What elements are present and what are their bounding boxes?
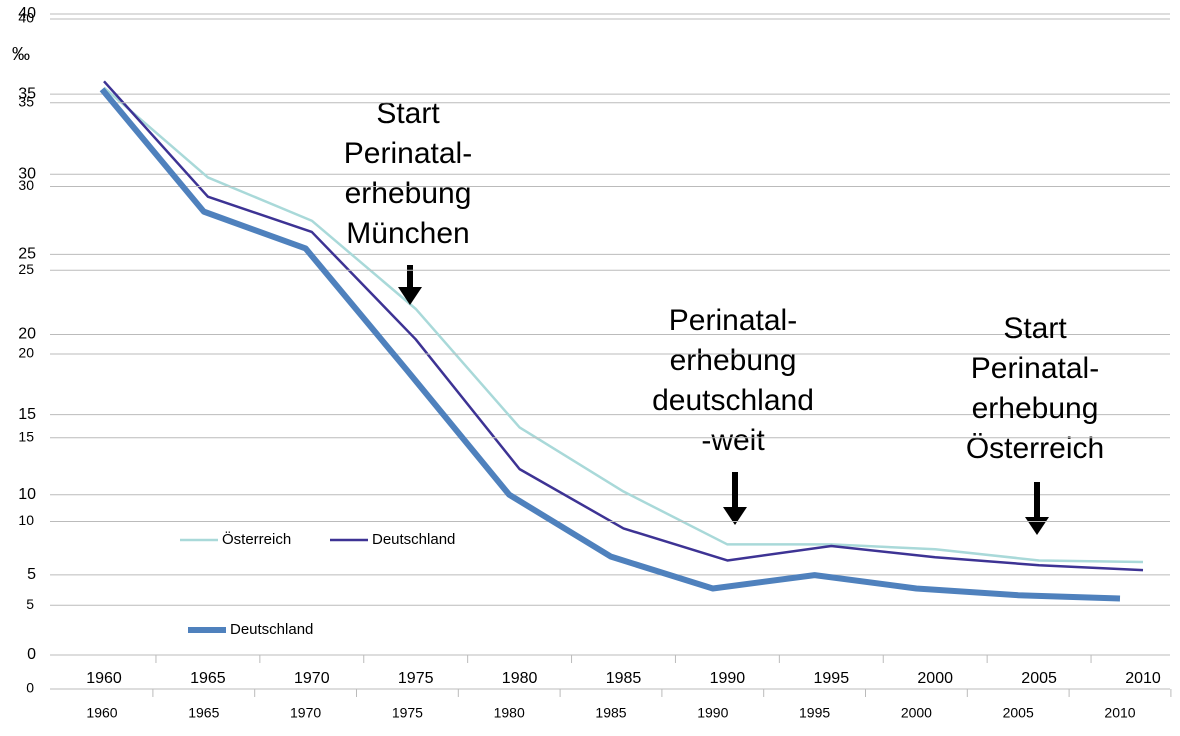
y-tick-label: 25 <box>18 246 36 263</box>
y-tick-label: 35 <box>18 85 36 102</box>
annotation-text: Perinatal- <box>971 352 1099 385</box>
x-tick-label: 2000 <box>901 705 932 721</box>
y-axis-label: ‰ <box>12 44 30 64</box>
x-tick-label: 1975 <box>392 705 423 721</box>
x-tick-label: 1975 <box>398 670 434 687</box>
annotation-arrowhead <box>1025 517 1049 535</box>
series-line <box>99 87 1121 602</box>
annotation-text: erhebung <box>670 344 797 377</box>
x-tick-label: 1985 <box>606 670 642 687</box>
annotation-text: erhebung <box>972 392 1099 425</box>
y-tick-label: 40 <box>18 10 34 26</box>
annotation-text: Start <box>1003 312 1067 345</box>
y-tick-label: 5 <box>26 596 34 612</box>
y-tick-label: 15 <box>18 428 34 444</box>
x-tick-label: 1995 <box>799 705 830 721</box>
y-tick-label: 15 <box>18 406 36 423</box>
series-line <box>103 80 1144 572</box>
y-tick-label: 30 <box>18 177 34 193</box>
x-tick-label: 1990 <box>697 705 728 721</box>
y-tick-label: 10 <box>18 512 34 528</box>
x-tick-label: 1960 <box>86 705 117 721</box>
y-tick-label: 20 <box>18 326 36 343</box>
legend-label: Österreich <box>222 530 291 548</box>
y-tick-label: 30 <box>18 165 36 182</box>
annotation-text: -weit <box>701 424 765 457</box>
y-tick-label: 0 <box>27 646 36 663</box>
annotation-text: Österreich <box>966 432 1104 465</box>
x-tick-label: 2005 <box>1021 670 1057 687</box>
x-tick-label: 1995 <box>814 670 850 687</box>
annotation-text: Perinatal- <box>669 304 797 337</box>
annotation-text: erhebung <box>345 177 472 210</box>
x-tick-label: 1970 <box>290 705 321 721</box>
y-tick-label: 10 <box>18 486 36 503</box>
x-tick-label: 1970 <box>294 670 330 687</box>
legend-label: Deutschland <box>230 621 313 638</box>
annotation-text: Start <box>376 97 440 130</box>
annotation-arrowhead <box>723 507 747 525</box>
annotation-text: deutschland <box>652 384 814 417</box>
y-tick-label: 20 <box>18 345 34 361</box>
x-tick-label: 1990 <box>710 670 746 687</box>
x-tick-label: 1985 <box>595 705 626 721</box>
y-tick-label: 5 <box>27 566 36 583</box>
x-tick-label: 2000 <box>917 670 953 687</box>
x-tick-label: 2010 <box>1125 670 1161 687</box>
series-line <box>103 86 1144 564</box>
annotation-text: München <box>346 217 469 250</box>
annotation-text: Perinatal- <box>344 137 472 170</box>
x-tick-label: 1965 <box>190 670 226 687</box>
y-tick-label: 40 <box>18 5 36 22</box>
x-tick-label: 1980 <box>502 670 538 687</box>
x-tick-label: 1960 <box>86 670 122 687</box>
x-tick-label: 2010 <box>1104 705 1135 721</box>
y-tick-label: 35 <box>18 93 34 109</box>
y-tick-label: 25 <box>18 261 34 277</box>
x-tick-label: 1965 <box>188 705 219 721</box>
legend-label: Deutschland <box>372 531 455 548</box>
x-tick-label: 1980 <box>494 705 525 721</box>
y-tick-label: 0 <box>26 680 34 696</box>
annotation-arrowhead <box>398 287 422 305</box>
x-tick-label: 2005 <box>1003 705 1034 721</box>
